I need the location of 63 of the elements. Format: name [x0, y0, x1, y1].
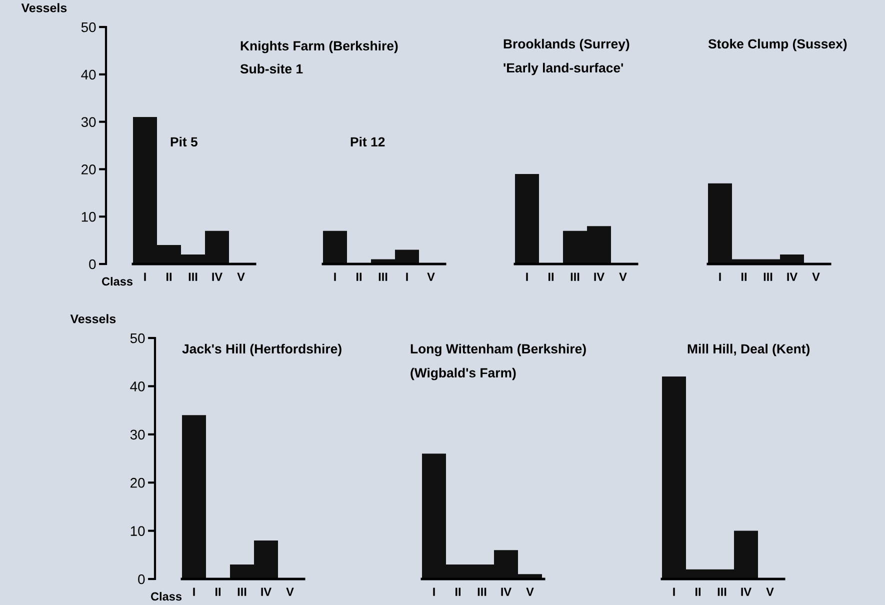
text: Pit 5 — [170, 136, 198, 147]
y-tick-label: 10 — [130, 526, 145, 536]
x-tick-label: IV — [212, 272, 222, 281]
x-tick-label: IV — [741, 588, 752, 596]
annotation: Knights Farm (Berkshire) — [240, 40, 398, 54]
y-tick-label: 20 — [130, 478, 145, 488]
x-tick-label: I — [719, 272, 721, 281]
x-tick-label: II — [166, 272, 172, 281]
y-tick-label: 30 — [130, 430, 145, 440]
annotation: Sub-site 1 — [240, 64, 303, 74]
x-tick-label: IV — [594, 272, 604, 281]
x-tick-label: I — [334, 272, 336, 281]
text: 'Early land-surface' — [504, 62, 623, 76]
x-tick-label: I — [193, 588, 195, 596]
x-tick-label: II — [456, 588, 460, 596]
x-tick-label: V — [812, 272, 820, 281]
x-axis-title: Class — [150, 592, 182, 601]
y-tick-label: 50 — [81, 22, 96, 32]
chart-title: Mill Hill, Deal (Kent) — [688, 344, 810, 356]
x-tick-label: V — [619, 272, 627, 281]
x-tick-label: I — [144, 272, 146, 281]
text: Pit 12 — [350, 136, 385, 147]
x-tick-label: II — [742, 272, 746, 281]
x-tick-label: II — [548, 272, 554, 281]
text: Brooklands (Surrey) — [504, 38, 630, 52]
x-tick-label: V — [427, 272, 435, 281]
y-tick-label: 30 — [81, 117, 96, 127]
text: Stoke Clump (Sussex) — [708, 38, 847, 52]
y-tick-label: 40 — [81, 70, 96, 80]
x-tick-label: I — [433, 588, 435, 596]
x-tick-label: V — [286, 588, 294, 596]
x-tick-label: V — [526, 588, 534, 596]
x-tick-label: IV — [501, 588, 512, 596]
x-tick-label: II — [696, 588, 700, 596]
x-tick-label: III — [378, 272, 388, 281]
x-tick-label: III — [570, 272, 580, 281]
y-tick-label: 40 — [130, 382, 145, 392]
x-tick-label: III — [718, 588, 726, 596]
chart-title: Jack's Hill (Hertfordshire) — [182, 344, 342, 356]
y-tick-label: 50 — [130, 333, 145, 344]
x-tick-label: II — [216, 588, 220, 596]
x-tick-label: V — [237, 272, 245, 281]
y-axis-title: Vessels — [70, 314, 116, 324]
x-tick-label: III — [478, 588, 486, 596]
x-tick-label: V — [766, 588, 774, 596]
text: (Wigbald's Farm) — [410, 368, 516, 380]
x-tick-label: I — [526, 272, 528, 281]
y-tick-label: 0 — [138, 574, 145, 584]
x-tick-label: II — [356, 272, 362, 281]
y-tick-label: 0 — [89, 259, 96, 270]
y-tick-label: 10 — [82, 212, 96, 222]
x-tick-label: III — [764, 272, 772, 281]
x-axis-title: Class — [102, 276, 133, 286]
x-tick-label: I — [673, 588, 675, 596]
x-tick-label: III — [188, 272, 198, 281]
x-tick-label: IV — [787, 272, 798, 281]
bar — [182, 415, 206, 579]
chart-title: Long Wittenham (Berkshire) — [410, 344, 586, 356]
y-tick-label: 20 — [82, 164, 96, 174]
y-axis-title: Vessels — [21, 3, 67, 12]
x-tick-label: III — [238, 588, 246, 596]
x-tick-label: I — [406, 272, 408, 281]
x-tick-label: IV — [261, 588, 272, 596]
